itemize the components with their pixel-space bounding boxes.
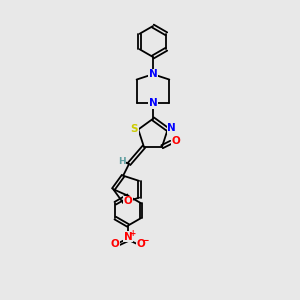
Text: N: N	[148, 69, 157, 79]
Text: N: N	[148, 98, 157, 108]
Text: S: S	[131, 124, 138, 134]
Text: O: O	[172, 136, 180, 146]
Text: O: O	[137, 239, 146, 249]
Text: N: N	[124, 232, 133, 242]
Text: H: H	[118, 157, 125, 166]
Text: O: O	[124, 196, 133, 206]
Text: O: O	[110, 239, 119, 249]
Text: −: −	[141, 236, 149, 245]
Text: N: N	[167, 123, 176, 133]
Text: +: +	[129, 229, 135, 238]
